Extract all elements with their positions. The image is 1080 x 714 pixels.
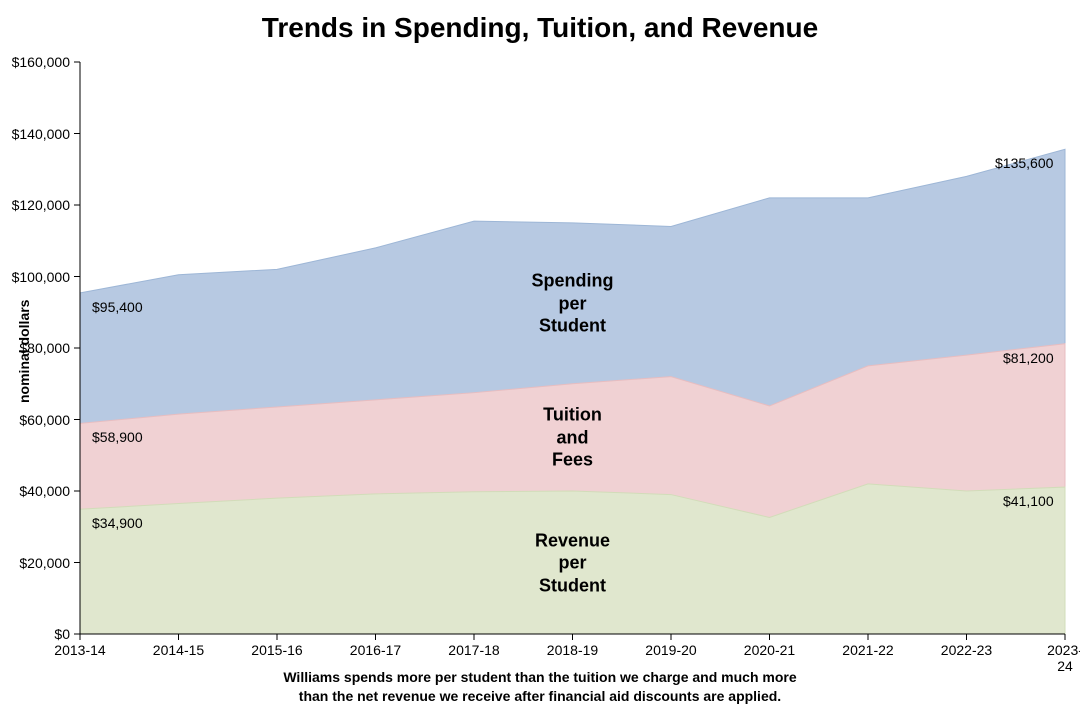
x-tick-label: 2022-23 bbox=[941, 642, 992, 658]
chart-stage: Trends in Spending, Tuition, and Revenue… bbox=[0, 0, 1080, 714]
y-tick-label: $120,000 bbox=[12, 197, 70, 213]
series-label: Spending per Student bbox=[532, 270, 614, 338]
x-tick-label: 2019-20 bbox=[645, 642, 696, 658]
y-tick-label: $20,000 bbox=[19, 555, 70, 571]
x-tick-label: 2017-18 bbox=[448, 642, 499, 658]
series-label: Revenue per Student bbox=[535, 529, 610, 597]
x-tick-label: 2016-17 bbox=[350, 642, 401, 658]
x-tick-label: 2018-19 bbox=[547, 642, 598, 658]
x-tick-label: 2015-16 bbox=[251, 642, 302, 658]
data-label: $41,100 bbox=[1003, 493, 1054, 509]
data-label: $34,900 bbox=[92, 515, 143, 531]
data-label: $81,200 bbox=[1003, 350, 1054, 366]
chart-plot bbox=[0, 0, 1080, 714]
y-tick-label: $160,000 bbox=[12, 54, 70, 70]
data-label: $58,900 bbox=[92, 429, 143, 445]
data-label: $95,400 bbox=[92, 299, 143, 315]
y-tick-label: $100,000 bbox=[12, 269, 70, 285]
chart-caption: Williams spends more per student than th… bbox=[0, 668, 1080, 706]
y-tick-label: $0 bbox=[54, 626, 70, 642]
y-tick-label: $40,000 bbox=[19, 483, 70, 499]
x-tick-label: 2013-14 bbox=[54, 642, 105, 658]
y-tick-label: $60,000 bbox=[19, 412, 70, 428]
series-label: Tuition and Fees bbox=[543, 404, 602, 472]
x-tick-label: 2023-24 bbox=[1047, 642, 1080, 674]
data-label: $135,600 bbox=[995, 155, 1053, 171]
y-tick-label: $140,000 bbox=[12, 126, 70, 142]
x-tick-label: 2014-15 bbox=[153, 642, 204, 658]
x-tick-label: 2020-21 bbox=[744, 642, 795, 658]
x-tick-label: 2021-22 bbox=[842, 642, 893, 658]
y-tick-label: $80,000 bbox=[19, 340, 70, 356]
